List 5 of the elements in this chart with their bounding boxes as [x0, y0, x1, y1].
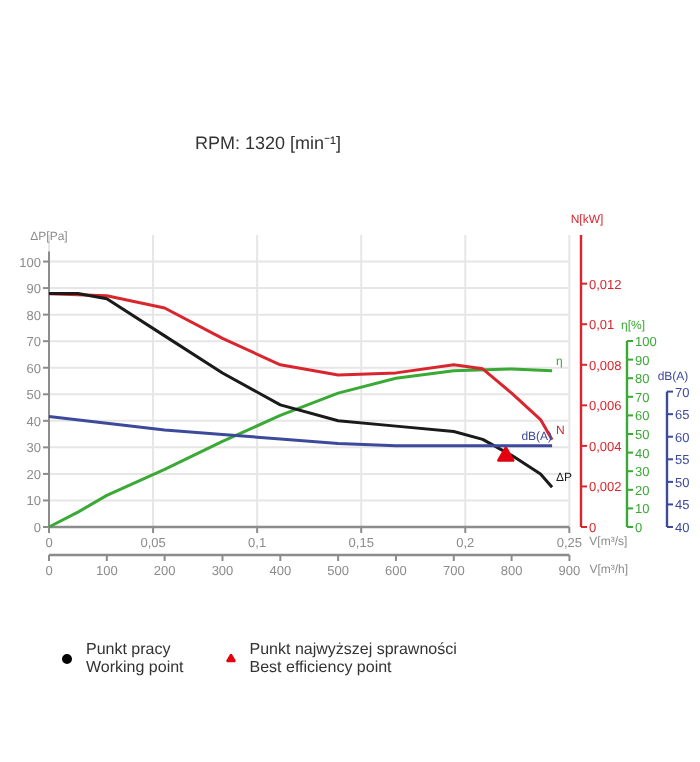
chart-title: RPM: 1320 [min⁻¹] [195, 133, 342, 153]
legend-label: Punkt pracy Working point [86, 640, 184, 676]
legend-label: Punkt najwyższej sprawności Best efficiency point [249, 640, 457, 676]
line-series [47, 367, 554, 529]
line-series [47, 291, 554, 489]
